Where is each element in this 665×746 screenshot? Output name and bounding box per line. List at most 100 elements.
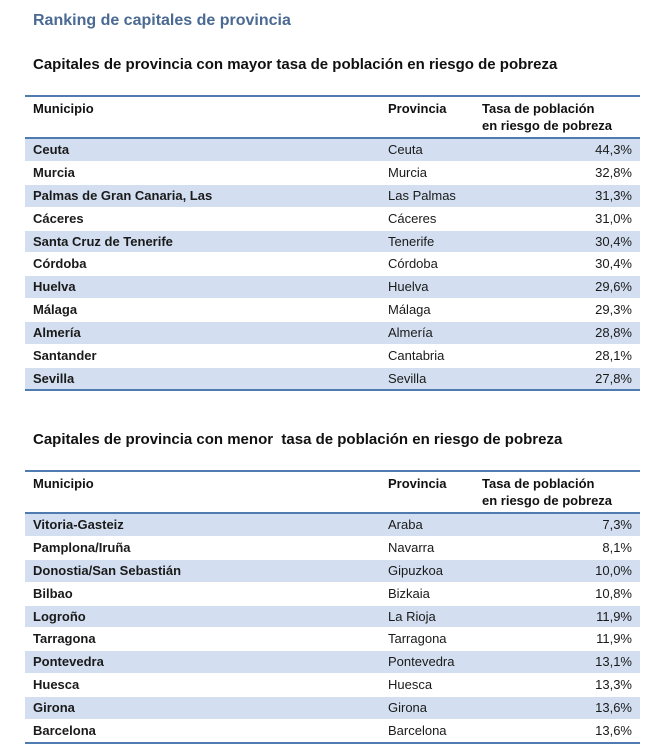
cell-tasa: 30,4% bbox=[595, 256, 632, 272]
cell-municipio: Tarragona bbox=[33, 631, 96, 647]
cell-tasa: 10,0% bbox=[595, 562, 632, 578]
header-provincia: Provincia bbox=[388, 101, 447, 116]
cell-municipio: Ceuta bbox=[33, 142, 70, 157]
cell-tasa: 13,6% bbox=[595, 700, 632, 716]
table-row: Tarragona Tarragona 11,9% bbox=[25, 628, 640, 652]
cell-tasa: 27,8% bbox=[595, 370, 632, 386]
cell-municipio: Murcia bbox=[33, 164, 75, 180]
header-tasa-line1: Tasa de población bbox=[482, 101, 595, 116]
table-row: Santa Cruz de Tenerife Tenerife 30,4% bbox=[25, 230, 640, 254]
cell-municipio: Huesca bbox=[33, 677, 80, 693]
table-row: Barcelona Barcelona 13,6% bbox=[25, 720, 640, 744]
table-row: Sevilla Sevilla 27,8% bbox=[25, 367, 640, 392]
cell-municipio: Pontevedra bbox=[33, 654, 104, 670]
cell-tasa: 44,3% bbox=[595, 142, 632, 157]
cell-tasa: 29,6% bbox=[595, 279, 632, 295]
header-tasa: Tasa de población en riesgo de pobreza bbox=[482, 100, 612, 134]
cell-municipio: Córdoba bbox=[33, 256, 87, 272]
table-row: Palmas de Gran Canaria, Las Las Palmas 31,… bbox=[25, 184, 640, 208]
cell-provincia: Tarragona bbox=[388, 631, 447, 647]
cell-tasa: 28,1% bbox=[595, 348, 632, 364]
table-row: Bilbao Bizkaia 10,8% bbox=[25, 583, 640, 606]
table-row: Cáceres Cáceres 31,0% bbox=[25, 208, 640, 231]
table-row: Santander Cantabria 28,1% bbox=[25, 345, 640, 368]
table-row: Córdoba Córdoba 30,4% bbox=[25, 253, 640, 277]
table-menor-tasa: Municipio Provincia Tasa de población en… bbox=[25, 470, 640, 744]
table-row: Vitoria-Gasteiz Araba 7,3% bbox=[25, 514, 640, 537]
cell-provincia: Barcelona bbox=[388, 723, 447, 739]
cell-provincia: Almería bbox=[388, 325, 433, 341]
table-body: Ceuta Ceuta 44,3% Murcia Murcia 32,8% Palmas d… bbox=[25, 139, 640, 392]
cell-municipio: Santa Cruz de Tenerife bbox=[33, 233, 173, 249]
cell-provincia: Murcia bbox=[388, 164, 428, 180]
table-row: Almería Almería 28,8% bbox=[25, 322, 640, 346]
cell-provincia: Huelva bbox=[388, 279, 429, 295]
table-row: Ceuta Ceuta 44,3% bbox=[25, 139, 640, 162]
table-mayor-tasa: Municipio Provincia Tasa de población en… bbox=[25, 95, 640, 392]
table-row: Huesca Huesca 13,3% bbox=[25, 674, 640, 698]
cell-tasa: 10,8% bbox=[595, 585, 632, 601]
table-row: Logroño La Rioja 11,9% bbox=[25, 605, 640, 629]
cell-tasa: 31,0% bbox=[595, 210, 632, 226]
cell-tasa: 30,4% bbox=[595, 233, 632, 249]
cell-tasa: 28,8% bbox=[595, 325, 632, 341]
cell-municipio: Barcelona bbox=[33, 723, 96, 739]
table-header: Municipio Provincia Tasa de población en… bbox=[25, 470, 640, 514]
header-tasa: Tasa de población en riesgo de pobreza bbox=[482, 475, 612, 509]
cell-municipio: Huelva bbox=[33, 279, 76, 295]
header-provincia: Provincia bbox=[388, 476, 447, 491]
cell-tasa: 32,8% bbox=[595, 164, 632, 180]
cell-tasa: 8,1% bbox=[602, 539, 632, 555]
cell-tasa: 7,3% bbox=[602, 517, 632, 532]
cell-provincia: Pontevedra bbox=[388, 654, 455, 670]
cell-provincia: Cáceres bbox=[388, 210, 437, 226]
table-row: Donostia/San Sebastián Gipuzkoa 10,0% bbox=[25, 559, 640, 583]
cell-provincia: Cantabria bbox=[388, 348, 445, 364]
cell-tasa: 13,6% bbox=[595, 723, 632, 739]
cell-municipio: Cáceres bbox=[33, 210, 84, 226]
table-row: Málaga Málaga 29,3% bbox=[25, 299, 640, 323]
section-title-mayor: Capitales de provincia con mayor tasa de… bbox=[33, 56, 558, 73]
cell-municipio: Pamplona/Iruña bbox=[33, 539, 131, 555]
cell-provincia: Girona bbox=[388, 700, 428, 716]
cell-municipio: Málaga bbox=[33, 302, 78, 318]
cell-provincia: Córdoba bbox=[388, 256, 438, 272]
section-title-menor: Capitales de provincia con menor tasa de… bbox=[33, 431, 563, 448]
cell-municipio: Girona bbox=[33, 700, 75, 716]
cell-tasa: 31,3% bbox=[595, 187, 632, 203]
cell-tasa: 11,9% bbox=[596, 631, 632, 647]
cell-provincia: La Rioja bbox=[388, 608, 436, 624]
cell-tasa: 29,3% bbox=[595, 302, 632, 318]
cell-provincia: Sevilla bbox=[388, 370, 427, 386]
cell-provincia: Ceuta bbox=[388, 142, 423, 157]
cell-municipio: Almería bbox=[33, 325, 81, 341]
cell-provincia: Tenerife bbox=[388, 233, 435, 249]
table-row: Murcia Murcia 32,8% bbox=[25, 162, 640, 185]
cell-provincia: Huesca bbox=[388, 677, 433, 693]
cell-municipio: Sevilla bbox=[33, 370, 75, 386]
header-tasa-line2: en riesgo de pobreza bbox=[482, 493, 613, 508]
cell-provincia: Araba bbox=[388, 517, 423, 532]
cell-tasa: 13,1% bbox=[595, 654, 632, 670]
cell-municipio: Vitoria-Gasteiz bbox=[33, 517, 124, 532]
cell-provincia: Las Palmas bbox=[388, 187, 456, 203]
cell-provincia: Navarra bbox=[388, 539, 435, 555]
cell-municipio: Donostia/San Sebastián bbox=[33, 562, 182, 578]
table-body: Vitoria-Gasteiz Araba 7,3% Pamplona/Iruña Na… bbox=[25, 514, 640, 744]
table-row: Girona Girona 13,6% bbox=[25, 697, 640, 721]
cell-municipio: Santander bbox=[33, 348, 97, 364]
cell-provincia: Málaga bbox=[388, 302, 431, 318]
cell-tasa: 11,9% bbox=[596, 608, 632, 624]
header-tasa-line2: en riesgo de pobreza bbox=[482, 118, 613, 133]
cell-tasa: 13,3% bbox=[595, 677, 632, 693]
page-title: Ranking de capitales de provincia bbox=[33, 12, 291, 29]
header-municipio: Municipio bbox=[33, 476, 94, 491]
cell-municipio: Bilbao bbox=[33, 585, 73, 601]
table-row: Pontevedra Pontevedra 13,1% bbox=[25, 651, 640, 675]
cell-provincia: Gipuzkoa bbox=[388, 562, 443, 578]
header-tasa-line1: Tasa de población bbox=[482, 476, 595, 491]
cell-provincia: Bizkaia bbox=[388, 585, 430, 601]
table-row: Huelva Huelva 29,6% bbox=[25, 276, 640, 300]
cell-municipio: Palmas de Gran Canaria, Las bbox=[33, 187, 213, 203]
table-row: Pamplona/Iruña Navarra 8,1% bbox=[25, 537, 640, 560]
